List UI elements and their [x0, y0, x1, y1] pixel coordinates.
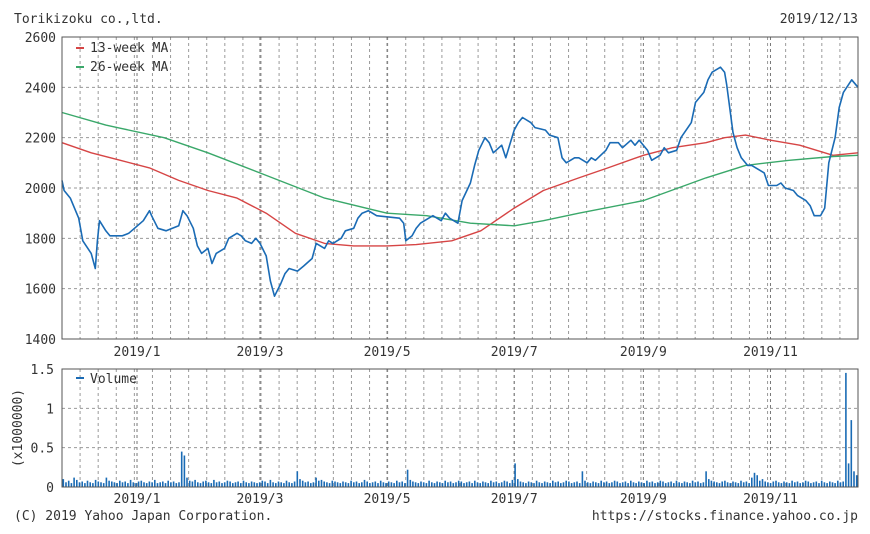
volume-x-tick-label: 2019/9 [620, 492, 667, 507]
source-url: https://stocks.finance.yahoo.co.jp [591, 509, 858, 524]
price-x-tick-label: 2019/1 [114, 345, 161, 360]
company-name: Torikizoku co.,ltd. [14, 12, 163, 27]
price-line [61, 66, 859, 297]
price-x-tick-label: 2019/9 [620, 345, 667, 360]
price-y-tick-label: 2600 [25, 31, 56, 46]
volume-chart-panel: 0 0.5 1 1.5 2019/1 2019/3 2019/5 2019/7 2019/9 20… [11, 363, 859, 507]
volume-x-tick-label: 2019/1 [114, 492, 161, 507]
price-x-tick-label: 2019/5 [364, 345, 411, 360]
legend-label-volume: Volume [90, 372, 137, 387]
price-y-tick-label: 2000 [25, 182, 56, 197]
volume-legend: Volume [76, 372, 137, 387]
price-y-tick-label: 1600 [25, 283, 56, 298]
ma26-line [61, 111, 859, 227]
chart-date: 2019/12/13 [779, 12, 858, 27]
price-y-tick-label: 2200 [25, 132, 56, 147]
volume-y-tick-label: 1.5 [31, 363, 54, 378]
price-x-tick-label: 2019/3 [236, 345, 283, 360]
price-legend: 13-week MA 26-week MA [76, 41, 168, 75]
volume-y-tick-label: 0.5 [31, 442, 54, 457]
volume-x-tick-label: 2019/7 [491, 492, 538, 507]
price-y-tick-label: 1400 [25, 333, 56, 348]
ma13-line [61, 134, 859, 247]
volume-x-tick-label: 2019/11 [743, 492, 798, 507]
volume-x-tick-label: 2019/3 [236, 492, 283, 507]
price-chart-panel: 1400 1600 1800 2000 2200 2400 2600 2019/1 2019/3… [25, 31, 859, 360]
volume-y-axis-label: (x1000000) [11, 389, 26, 467]
price-plot-frame [61, 36, 859, 340]
price-y-tick-label: 1800 [25, 232, 56, 247]
price-x-tick-label: 2019/11 [743, 345, 798, 360]
volume-plot-frame [61, 368, 859, 488]
copyright-text: (C) 2019 Yahoo Japan Corporation. [14, 509, 273, 524]
volume-y-tick-label: 1 [46, 402, 54, 417]
legend-label-ma26-line: 26-week MA [90, 60, 168, 75]
price-y-tick-label: 2400 [25, 81, 56, 96]
volume-x-tick-label: 2019/5 [364, 492, 411, 507]
legend-label-ma13-line: 13-week MA [90, 41, 168, 56]
volume-y-tick-label: 0 [46, 481, 54, 496]
price-x-tick-label: 2019/7 [491, 345, 538, 360]
